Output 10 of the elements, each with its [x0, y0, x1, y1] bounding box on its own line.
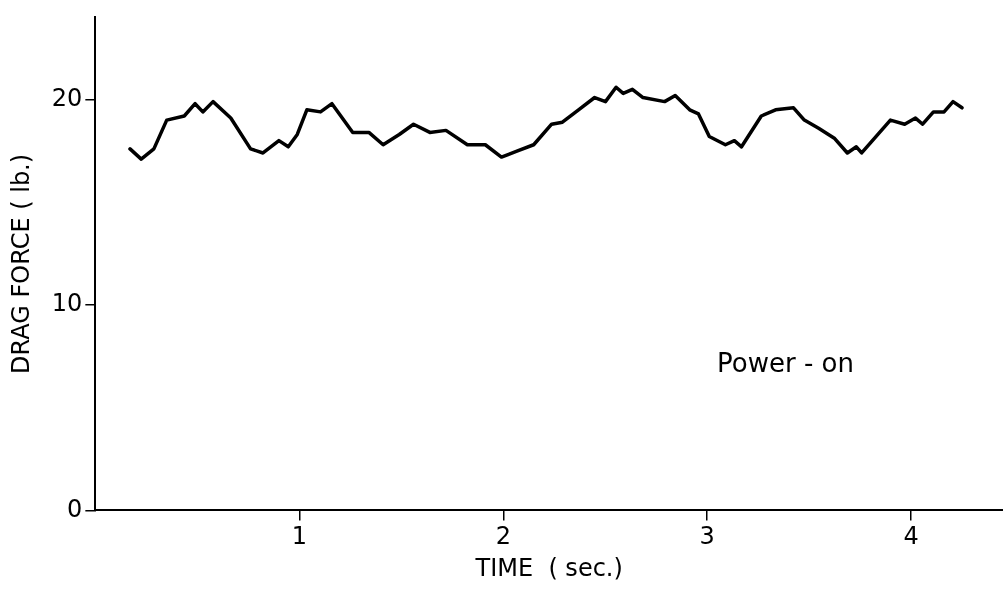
x-axis-title: TIME ( sec.) [474, 553, 623, 582]
y-tick-label: 20 [51, 83, 83, 112]
x-tick-label: 4 [903, 522, 919, 551]
x-tick-label: 2 [495, 522, 511, 551]
y-tick-label: 10 [51, 289, 83, 318]
y-axis-title: DRAG FORCE ( lb.) [6, 153, 35, 374]
x-tick-label: 3 [699, 522, 715, 551]
annotation: Power - on [717, 347, 854, 378]
x-tick-label: 1 [291, 522, 307, 551]
y-tick-label: 0 [67, 494, 83, 523]
